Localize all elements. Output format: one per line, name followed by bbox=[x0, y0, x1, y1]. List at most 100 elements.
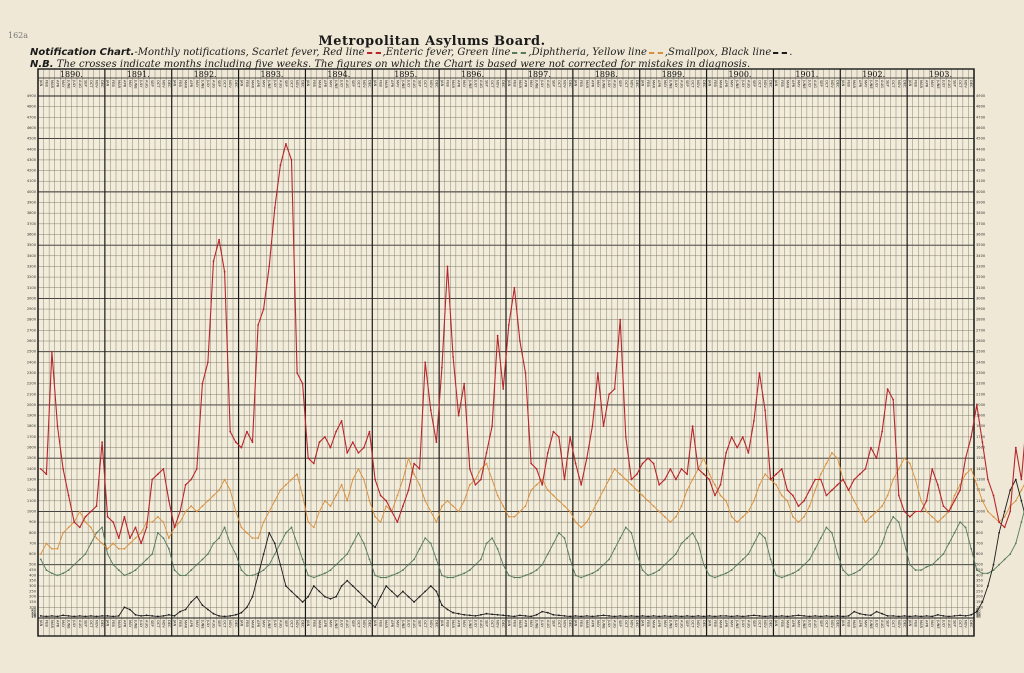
diphtheria-line bbox=[40, 452, 1024, 555]
diphtheria-point bbox=[101, 542, 103, 545]
enteric-point bbox=[530, 572, 532, 575]
month-label-top: JUNE bbox=[602, 79, 606, 89]
month-label-bottom: AUG bbox=[412, 620, 416, 628]
smallpox-point bbox=[780, 615, 783, 617]
y-tick-label-left: 2000 bbox=[27, 403, 37, 407]
diphtheria-point bbox=[892, 478, 895, 481]
enteric-point bbox=[184, 574, 187, 577]
y-tick-label-left: 2300 bbox=[27, 371, 37, 375]
enteric-point bbox=[669, 558, 672, 561]
month-label-bottom: APR bbox=[390, 620, 394, 628]
y-tick-label-left: 30 bbox=[31, 613, 36, 617]
month-label-top: DEC bbox=[769, 80, 773, 88]
month-label-top: JAN bbox=[373, 79, 377, 86]
diphtheria-point bbox=[858, 510, 861, 513]
scarlet-point bbox=[714, 494, 716, 497]
smallpox-point bbox=[574, 615, 577, 617]
y-tick-label-right: 4300 bbox=[976, 158, 986, 162]
diphtheria-point bbox=[663, 515, 666, 518]
smallpox-swatch bbox=[773, 51, 788, 54]
scarlet-point bbox=[435, 441, 438, 444]
month-label-bottom: NOV bbox=[228, 620, 232, 628]
smallpox-point bbox=[262, 553, 265, 555]
scarlet-point bbox=[502, 388, 505, 390]
enteric-point bbox=[340, 558, 343, 561]
scarlet-point bbox=[931, 468, 934, 470]
scarlet-point bbox=[513, 286, 516, 289]
month-label-top: JAN bbox=[574, 79, 578, 86]
smallpox-point bbox=[747, 615, 750, 617]
month-label-top: FEB bbox=[379, 80, 383, 87]
smallpox-point bbox=[1009, 489, 1012, 492]
diphtheria-point bbox=[981, 499, 984, 502]
enteric-point bbox=[914, 569, 917, 571]
diphtheria-point bbox=[151, 521, 154, 523]
smallpox-point bbox=[897, 615, 900, 618]
month-label-bottom: AUG bbox=[212, 620, 216, 628]
y-tick-label-right: 3700 bbox=[976, 222, 986, 226]
year-label: 1896. bbox=[461, 70, 484, 79]
diphtheria-point bbox=[485, 462, 488, 465]
month-label-bottom: JAN bbox=[440, 619, 444, 626]
enteric-point bbox=[931, 563, 934, 566]
smallpox-point bbox=[195, 595, 198, 598]
enteric-point bbox=[145, 558, 148, 561]
enteric-point bbox=[379, 576, 382, 579]
enteric-point bbox=[435, 558, 438, 561]
scarlet-point bbox=[636, 473, 638, 476]
smallpox-point bbox=[335, 595, 337, 598]
month-label-bottom: JUNE bbox=[602, 619, 606, 629]
smallpox-point bbox=[920, 615, 922, 618]
month-label-top: SEP bbox=[953, 80, 957, 88]
diphtheria-point bbox=[580, 526, 583, 529]
month-label-bottom: MAY bbox=[262, 620, 266, 628]
diphtheria-point bbox=[402, 478, 404, 481]
smallpox-point bbox=[714, 615, 716, 618]
scarlet-point bbox=[329, 446, 332, 449]
scarlet-point bbox=[753, 420, 755, 422]
y-tick-label-right: 800 bbox=[976, 531, 984, 535]
smallpox-point bbox=[658, 615, 661, 618]
y-tick-label-right: 2800 bbox=[976, 318, 986, 322]
smallpox-point bbox=[552, 613, 555, 616]
enteric-point bbox=[736, 563, 739, 566]
diphtheria-point bbox=[90, 526, 92, 529]
scarlet-point bbox=[101, 441, 103, 444]
diphtheria-point bbox=[112, 542, 115, 545]
month-label-top: MAR bbox=[852, 80, 856, 89]
scarlet-point bbox=[886, 388, 889, 390]
enteric-point bbox=[686, 537, 688, 539]
smallpox-point bbox=[502, 614, 505, 617]
diphtheria-point bbox=[814, 489, 817, 492]
enteric-line bbox=[40, 510, 1024, 578]
scarlet-point bbox=[574, 462, 577, 465]
month-label-top: JAN bbox=[507, 79, 511, 86]
diphtheria-point bbox=[608, 478, 610, 481]
year-label: 1900. bbox=[729, 70, 752, 79]
month-label-bottom: DEC bbox=[769, 620, 773, 628]
scarlet-point bbox=[1014, 446, 1017, 449]
month-label-bottom: OCT bbox=[423, 620, 427, 628]
month-label-top: APR bbox=[925, 80, 929, 88]
month-label-top: JULY bbox=[273, 79, 277, 88]
month-label-bottom: OCT bbox=[223, 620, 227, 628]
y-tick-label-right: 4100 bbox=[976, 179, 986, 183]
diphtheria-point bbox=[680, 505, 683, 507]
y-tick-label-right: 2300 bbox=[976, 371, 986, 375]
month-label-top: MAR bbox=[251, 80, 255, 89]
smallpox-point bbox=[117, 615, 120, 617]
month-label-top: AUG bbox=[880, 80, 884, 88]
smallpox-point bbox=[324, 595, 326, 598]
month-label-top: MAY bbox=[663, 80, 667, 88]
scarlet-point bbox=[195, 468, 198, 470]
smallpox-point bbox=[825, 615, 828, 617]
month-label-bottom: JUNE bbox=[735, 619, 739, 629]
scarlet-point bbox=[842, 478, 844, 481]
enteric-point bbox=[502, 563, 505, 566]
year-label: 1890. bbox=[60, 70, 83, 79]
scarlet-point bbox=[290, 159, 293, 161]
smallpox-point bbox=[948, 615, 950, 618]
month-label-top: JAN bbox=[173, 79, 177, 86]
diphtheria-point bbox=[335, 494, 337, 497]
month-label-top: SEP bbox=[618, 80, 622, 88]
